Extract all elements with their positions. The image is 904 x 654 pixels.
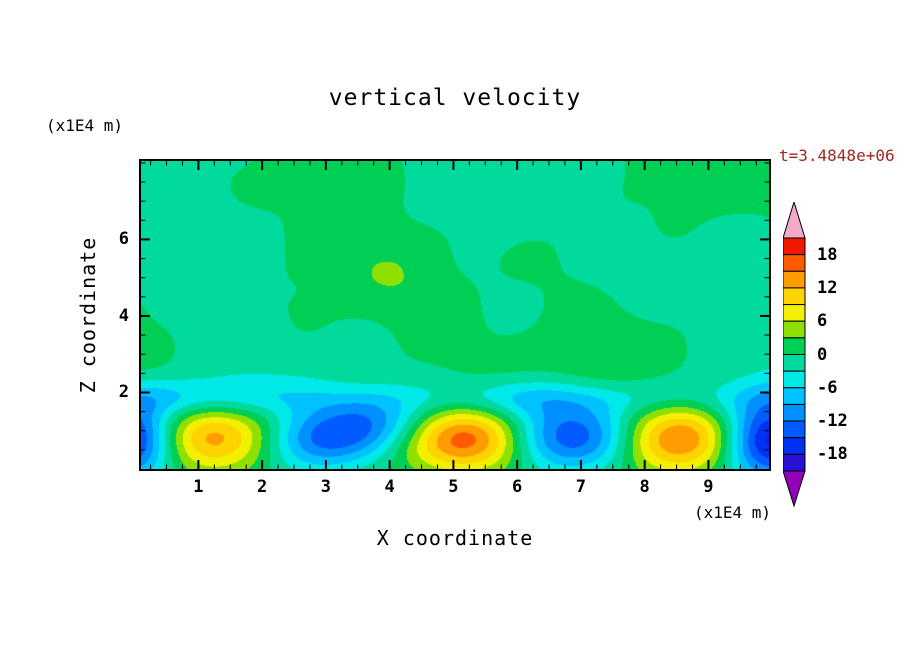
colorbar-band	[782, 287, 806, 306]
colorbar-band	[782, 320, 806, 339]
contour-field-canvas	[141, 161, 769, 469]
colorbar-under-arrow	[782, 470, 806, 508]
x-tick-label: 7	[575, 477, 587, 497]
colorbar-band	[782, 420, 806, 439]
time-annotation: t=3.4848e+06	[779, 146, 895, 165]
colorbar-tick-label: -6	[817, 377, 838, 398]
colorbar-over-arrow	[782, 200, 806, 239]
colorbar-tick-label: 18	[817, 244, 838, 265]
x-tick-label: 4	[384, 477, 395, 497]
colorbar-band	[782, 453, 806, 472]
colorbar-scale	[782, 200, 806, 508]
colorbar-band	[782, 270, 806, 289]
x-axis-label: X coordinate	[376, 526, 534, 550]
colorbar-band	[782, 254, 806, 272]
x-tick-label: 5	[448, 477, 459, 497]
colorbar-band	[782, 387, 806, 405]
y-tick-label: 6	[118, 229, 129, 250]
colorbar: 18 12 6 0 -6 -12 -18	[782, 200, 873, 508]
x-tick-label: 9	[703, 477, 714, 497]
x-tick-label: 1	[193, 477, 204, 497]
plot-area: 1 2 3 4 5 6 7 8 9 2 4 6	[119, 159, 771, 497]
x-tick-label: 6	[512, 477, 523, 497]
y-axis-unit-label: (x1E4 m)	[46, 116, 124, 135]
colorbar-tick-label: 6	[817, 311, 828, 332]
x-tick-label: 8	[639, 477, 650, 497]
y-axis-label: Z coordinate	[76, 236, 100, 394]
colorbar-band	[782, 370, 806, 389]
colorbar-band	[782, 337, 806, 356]
colorbar-tick-label: 12	[817, 277, 838, 298]
y-tick-label: 4	[118, 305, 129, 326]
colorbar-band	[782, 237, 806, 256]
colorbar-band	[782, 304, 806, 322]
x-tick-label: 2	[257, 477, 268, 497]
colorbar-band	[782, 403, 806, 422]
x-axis-unit-label: (x1E4 m)	[693, 503, 771, 522]
chart-title: vertical velocity	[328, 85, 582, 111]
x-tick-label: 3	[320, 477, 332, 497]
colorbar-tick-label: -18	[817, 444, 848, 465]
colorbar-tick-label: -12	[817, 411, 848, 432]
colorbar-band	[782, 354, 806, 372]
colorbar-tick-label: 0	[817, 344, 828, 365]
colorbar-band	[782, 437, 806, 455]
y-tick-label: 2	[118, 382, 129, 403]
